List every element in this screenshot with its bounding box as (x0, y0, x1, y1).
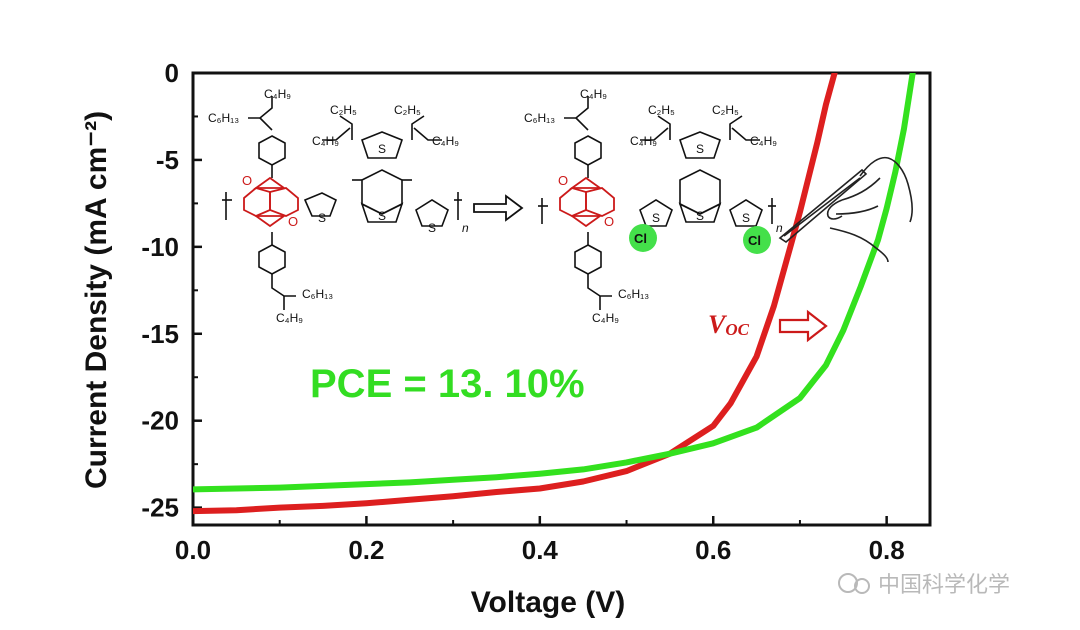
y-tick-label: -25 (141, 493, 179, 523)
x-tick-label: 0.2 (348, 535, 384, 565)
voc-subscript: OC (725, 320, 749, 339)
series-line-1 (193, 73, 838, 515)
y-tick-label: -10 (141, 232, 179, 262)
watermark-logo-icon (838, 573, 858, 593)
polymer-structure-left (222, 96, 462, 310)
svg-text:O: O (288, 214, 298, 229)
svg-text:O: O (242, 173, 252, 188)
svg-text:C₂H₅: C₂H₅ (712, 103, 739, 117)
svg-text:C₄H₉: C₄H₉ (264, 87, 291, 101)
svg-text:n: n (776, 221, 783, 235)
y-axis-title: Current Density (mA cm⁻²) (80, 111, 113, 489)
svg-text:O: O (558, 173, 568, 188)
svg-text:C₆H₁₃: C₆H₁₃ (302, 287, 333, 301)
svg-text:O: O (604, 214, 614, 229)
series-group (193, 73, 916, 515)
polymer-labels-right: C₄H₉ C₆H₁₃ C₂H₅ C₂H₅ C₄H₉ C₄H₉ C₆H₁₃ C₄H… (524, 87, 783, 325)
cl-highlight-2 (743, 226, 771, 254)
svg-text:中国科学化学: 中国科学化学 (878, 573, 1010, 598)
svg-text:C₄H₉: C₄H₉ (312, 134, 339, 148)
x-tick-label: 0.0 (175, 535, 211, 565)
svg-text:S: S (378, 142, 386, 156)
svg-text:C₄H₉: C₄H₉ (592, 311, 619, 325)
polymer-structure-right (538, 96, 776, 310)
svg-text:C₂H₅: C₂H₅ (394, 103, 421, 117)
y-tick-label: -15 (141, 319, 179, 349)
x-tick-label: 0.8 (869, 535, 905, 565)
x-axis: 0.0 0.2 0.4 0.6 0.8 (175, 516, 905, 565)
transformation-arrow-icon (473, 194, 524, 222)
svg-text:C₄H₉: C₄H₉ (580, 87, 607, 101)
svg-text:C₄H₉: C₄H₉ (432, 134, 459, 148)
svg-text:C₂H₅: C₂H₅ (648, 103, 675, 117)
svg-text:C₆H₁₃: C₆H₁₃ (524, 111, 555, 125)
x-axis-title: Voltage (V) (471, 586, 625, 619)
plot-frame (191, 71, 932, 527)
svg-text:C₂H₅: C₂H₅ (330, 103, 357, 117)
y-tick-label: -5 (156, 145, 179, 175)
x-tick-label: 0.4 (522, 535, 559, 565)
svg-text:n: n (462, 221, 469, 235)
svg-text:S: S (378, 209, 386, 223)
svg-text:Cl: Cl (634, 231, 647, 246)
svg-text:C₆H₁₃: C₆H₁₃ (208, 111, 239, 125)
svg-text:S: S (742, 211, 750, 225)
svg-text:C₆H₁₃: C₆H₁₃ (618, 287, 649, 301)
polymer-labels-left: C₄H₉ C₆H₁₃ C₂H₅ C₂H₅ C₄H₉ C₄H₉ C₆H₁₃ C₄H… (208, 87, 469, 325)
svg-text:S: S (696, 209, 704, 223)
y-tick-label: 0 (165, 58, 179, 88)
voc-arrow-icon (778, 309, 828, 343)
svg-text:S: S (318, 211, 326, 225)
pce-annotation: PCE = 13. 10% (310, 362, 585, 406)
svg-text:S: S (428, 221, 436, 235)
y-tick-label: -20 (141, 406, 179, 436)
watermark: 中国科学化学 (838, 573, 1010, 598)
svg-text:C₄H₉: C₄H₉ (630, 134, 657, 148)
voc-annotation: VOC (708, 309, 828, 343)
svg-text:Cl: Cl (748, 233, 761, 248)
svg-text:VOC: VOC (708, 310, 750, 339)
hand-tweezers-icon (778, 156, 913, 263)
svg-text:S: S (652, 211, 660, 225)
svg-text:C₄H₉: C₄H₉ (276, 311, 303, 325)
polymer-core-red-right (559, 176, 615, 228)
y-axis: 0 -5 -10 -15 -20 -25 (141, 58, 202, 523)
svg-text:S: S (696, 142, 704, 156)
polymer-core-red-left (243, 176, 299, 228)
cl-highlight-1 (629, 224, 657, 252)
voc-label: V (708, 310, 728, 339)
x-tick-label: 0.6 (695, 535, 731, 565)
svg-text:C₄H₉: C₄H₉ (750, 134, 777, 148)
series-line-2 (193, 73, 916, 493)
chlorine-highlights (629, 224, 771, 254)
